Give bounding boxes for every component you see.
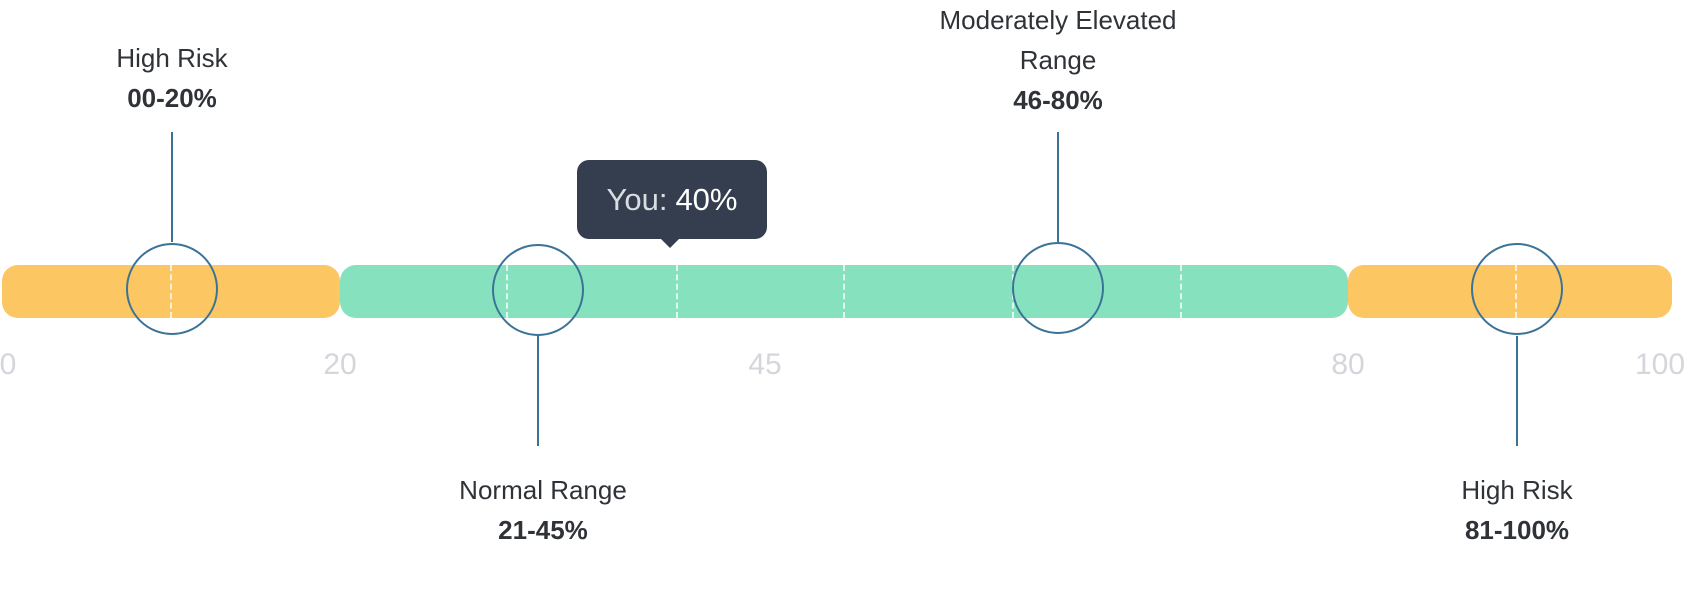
- axis-label-100: 100: [1634, 348, 1686, 381]
- connector-line-high-risk-low: [171, 132, 173, 242]
- callout-high-risk-low: High Risk 00-20%: [116, 38, 227, 118]
- callout-name: Normal Range: [459, 475, 627, 505]
- callout-name: Moderately Elevated Range: [939, 5, 1177, 75]
- callout-range: 81-100%: [1464, 515, 1570, 545]
- axis-label-0: 0: [0, 348, 17, 381]
- callout-normal: Normal Range 21-45%: [459, 470, 627, 550]
- marker-ring-high-risk-low: [126, 243, 218, 335]
- you-marker-tooltip: You: 40%: [577, 160, 767, 248]
- callout-elevated: Moderately Elevated Range 46-80%: [938, 0, 1178, 120]
- segment-divider: [1180, 265, 1182, 318]
- connector-line-high-risk-high: [1516, 336, 1518, 446]
- connector-line-normal: [537, 336, 539, 446]
- you-value: 40%: [675, 181, 738, 217]
- marker-ring-elevated: [1012, 242, 1104, 334]
- axis-label-20: 20: [323, 348, 357, 381]
- marker-ring-normal: [492, 244, 584, 336]
- axis-label-80: 80: [1331, 348, 1365, 381]
- callout-high-risk-high: High Risk 81-100%: [1461, 470, 1572, 550]
- axis-label-45: 45: [748, 348, 782, 381]
- connector-line-elevated: [1057, 132, 1059, 242]
- callout-name: High Risk: [1461, 475, 1573, 505]
- callout-range: 46-80%: [1013, 85, 1103, 115]
- callout-range: 00-20%: [127, 83, 217, 113]
- segment-divider: [676, 265, 678, 318]
- you-label: You:: [606, 181, 668, 217]
- callout-name: High Risk: [116, 43, 228, 73]
- marker-ring-high-risk-high: [1471, 243, 1563, 335]
- segment-divider: [843, 265, 845, 318]
- callout-range: 21-45%: [498, 515, 588, 545]
